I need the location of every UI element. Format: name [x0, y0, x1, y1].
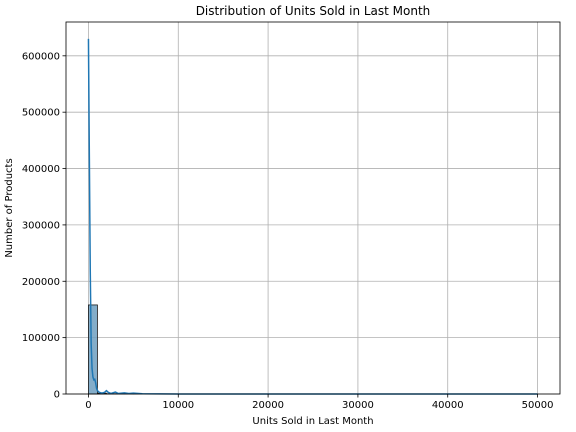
x-tick-label: 0 — [85, 400, 91, 411]
y-tick-label: 200000 — [22, 277, 60, 288]
x-tick-label: 20000 — [252, 400, 284, 411]
plot-frame — [65, 21, 561, 395]
x-tick-label: 50000 — [522, 400, 554, 411]
y-axis: 0 100000 200000 300000 400000 500000 600000 — [22, 51, 66, 401]
y-tick-label: 500000 — [22, 108, 60, 119]
x-axis: 0 10000 20000 30000 40000 50000 — [85, 394, 553, 411]
y-tick-label: 400000 — [22, 164, 60, 175]
chart-title: Distribution of Units Sold in Last Month — [196, 4, 431, 18]
x-tick-label: 30000 — [342, 400, 374, 411]
x-tick-label: 40000 — [432, 400, 464, 411]
y-tick-label: 300000 — [22, 220, 60, 231]
y-axis-label: Number of Products — [4, 158, 15, 257]
y-tick-label: 600000 — [22, 51, 60, 62]
x-axis-label: Units Sold in Last Month — [252, 416, 373, 427]
y-tick-label: 0 — [54, 390, 60, 401]
x-tick-label: 10000 — [162, 400, 194, 411]
y-tick-label: 100000 — [22, 333, 60, 344]
histogram-bar — [88, 304, 98, 395]
grid — [66, 22, 560, 395]
